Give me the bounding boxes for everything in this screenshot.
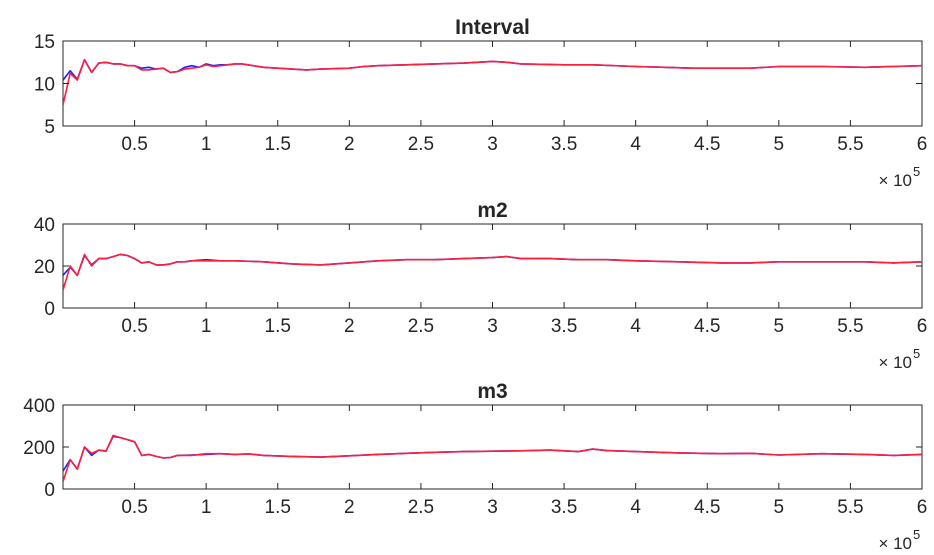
x-exponent-power: 5 [913,164,920,179]
x-tick-label: 5 [774,134,785,155]
x-tick-label: 1 [201,497,212,518]
x-tick-label: 2 [344,316,355,337]
x-tick-label: 1 [201,316,212,337]
x-tick-label: 2.5 [408,316,434,337]
x-exponent-base: × 10 [878,171,912,190]
x-tick-label: 6 [917,134,928,155]
x-tick-label: 6 [917,497,928,518]
x-tick-label: 0.5 [121,316,147,337]
y-tick-label: 0 [44,480,55,501]
x-tick-label: 3 [487,316,498,337]
x-tick-label: 4.5 [694,134,720,155]
x-exponent-label: × 10 5 [878,346,920,372]
y-tick-label: 40 [34,215,55,236]
y-tick-label: 0 [44,299,55,320]
x-tick-label: 5.5 [837,497,863,518]
series-line-1 [63,58,922,81]
series-line-2 [63,253,922,291]
x-tick-label: 4.5 [694,497,720,518]
axes-box [62,223,923,309]
series-line-2 [63,58,922,105]
x-tick-label: 1.5 [265,497,291,518]
subplot-title: m2 [477,199,507,222]
series-line-2 [63,434,922,482]
y-tick-label: 400 [23,396,55,417]
x-exponent-label: × 10 5 [878,164,920,190]
x-tick-label: 1 [201,134,212,155]
x-tick-label: 5.5 [837,316,863,337]
y-tick-label: 15 [34,32,55,53]
x-exponent-power: 5 [913,527,920,542]
x-exponent-base: × 10 [878,353,912,372]
x-tick-label: 5 [774,316,785,337]
y-tick-label: 200 [23,438,55,459]
x-exponent-label: × 10 5 [878,527,920,553]
x-tick-label: 4 [630,316,641,337]
x-exponent-base: × 10 [878,534,912,550]
subplot-title: m3 [477,380,507,403]
x-tick-label: 3 [487,134,498,155]
x-tick-label: 2 [344,134,355,155]
x-tick-label: 2 [344,497,355,518]
x-tick-label: 5.5 [837,134,863,155]
axes-box [62,40,923,127]
x-tick-label: 5 [774,497,785,518]
x-tick-label: 4.5 [694,316,720,337]
y-tick-label: 10 [34,75,55,96]
x-tick-label: 4 [630,134,641,155]
x-tick-label: 3.5 [551,316,577,337]
x-tick-label: 3.5 [551,497,577,518]
x-tick-label: 4 [630,497,641,518]
x-tick-label: 0.5 [121,497,147,518]
subplot-1: Interval 0.5 1 1.5 2 2.5 3 3.5 4 4.5 5 5.5 6 5 10 15 × 1… [34,16,927,190]
x-tick-label: 0.5 [121,134,147,155]
x-tick-label: 2.5 [408,497,434,518]
x-tick-label: 3.5 [551,134,577,155]
x-tick-label: 6 [917,316,928,337]
x-tick-label: 1.5 [265,134,291,155]
subplot-title: Interval [455,16,530,39]
y-tick-label: 5 [44,117,55,138]
x-tick-label: 1.5 [265,316,291,337]
y-tick-label: 20 [34,257,55,278]
x-tick-label: 2.5 [408,134,434,155]
axes-box [62,404,923,490]
x-tick-label: 3 [487,497,498,518]
x-exponent-power: 5 [913,346,920,361]
